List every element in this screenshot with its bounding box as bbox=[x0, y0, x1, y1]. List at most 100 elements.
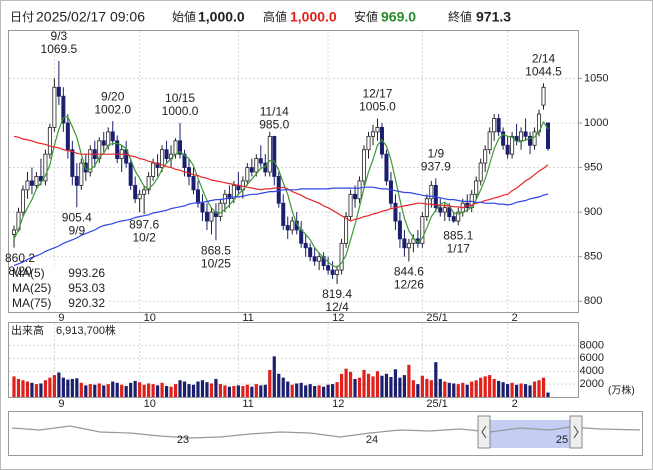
candle-body bbox=[451, 216, 456, 222]
volume-title-bg bbox=[10, 324, 132, 338]
volume-bar bbox=[506, 384, 510, 397]
candle-body bbox=[285, 225, 290, 231]
volume-bar bbox=[120, 384, 124, 397]
y-tick-label: 800 bbox=[584, 295, 602, 307]
volume-bar bbox=[456, 384, 460, 397]
volume-bar bbox=[384, 373, 389, 397]
annotation-value: 1044.5 bbox=[525, 64, 562, 78]
x-tick-label: 10 bbox=[144, 398, 156, 410]
volume-bar bbox=[326, 384, 330, 397]
candle-body bbox=[97, 140, 102, 160]
candle-body bbox=[541, 86, 546, 106]
candle-body bbox=[258, 158, 263, 164]
candle-body bbox=[438, 207, 443, 213]
legend-name: MA(25) bbox=[12, 281, 51, 295]
candle-body bbox=[406, 242, 411, 249]
volume-bar bbox=[434, 362, 438, 397]
candle-body bbox=[276, 176, 281, 204]
volume-bar bbox=[514, 384, 519, 397]
candle-body bbox=[424, 198, 429, 217]
navigator-selection[interactable] bbox=[490, 420, 570, 448]
x-tick-label: 12 bbox=[332, 312, 344, 324]
candle-body bbox=[442, 207, 447, 213]
navigator-handle[interactable] bbox=[569, 415, 583, 449]
candle-body bbox=[43, 153, 48, 182]
volume-bar bbox=[344, 368, 348, 397]
annotation-value: 885.1 bbox=[443, 229, 473, 243]
candle-body bbox=[110, 131, 115, 142]
candle-body bbox=[38, 176, 43, 182]
volume-bar bbox=[164, 386, 169, 397]
grid bbox=[9, 31, 578, 397]
handle-arrow bbox=[481, 425, 579, 439]
volume-bar bbox=[173, 384, 178, 397]
candle-body bbox=[160, 149, 165, 168]
x-tick-label: 2 bbox=[512, 312, 518, 324]
candle-body bbox=[146, 176, 151, 191]
candle-body bbox=[115, 140, 120, 160]
volume-bar bbox=[209, 383, 214, 397]
candle-body bbox=[388, 180, 393, 204]
volume-bar bbox=[537, 380, 541, 397]
header-value: 2025/02/17 09:06 bbox=[36, 9, 145, 25]
annotation-value: 897.6 bbox=[129, 217, 159, 231]
candle-body bbox=[56, 86, 61, 97]
volume-bar bbox=[474, 380, 478, 397]
candle-body bbox=[362, 149, 367, 182]
volume-bar bbox=[290, 384, 294, 397]
x-tick-label: 25/1 bbox=[426, 398, 447, 410]
candle-body bbox=[420, 216, 425, 244]
legend-bg bbox=[10, 267, 107, 281]
annotation-date: 12/4 bbox=[325, 300, 349, 314]
y-tick-label: 900 bbox=[584, 206, 602, 218]
volume-bar bbox=[479, 377, 483, 397]
price-panel bbox=[8, 30, 579, 313]
volume-bar bbox=[200, 380, 205, 397]
volume-tick-label: 6000 bbox=[580, 352, 604, 364]
candle-body bbox=[411, 238, 416, 244]
volume-bar bbox=[286, 381, 290, 397]
volume-bar bbox=[182, 381, 187, 397]
candle-body bbox=[249, 167, 254, 173]
candle-body bbox=[303, 242, 308, 249]
volume-bar bbox=[447, 382, 451, 397]
candle-body bbox=[532, 131, 537, 146]
volume-bar bbox=[322, 386, 326, 397]
annotation-value: 1002.0 bbox=[94, 102, 131, 116]
candle-body bbox=[375, 127, 380, 133]
candle-body bbox=[326, 265, 331, 271]
legend-bg bbox=[10, 297, 107, 311]
candle-body bbox=[227, 193, 232, 200]
x-tick-label: 10 bbox=[144, 312, 156, 324]
volume-bar bbox=[93, 384, 97, 397]
navigator-handle[interactable] bbox=[477, 415, 491, 449]
candle-body bbox=[65, 122, 70, 151]
candle-body bbox=[496, 118, 501, 133]
annotation-date: 1/9 bbox=[427, 147, 444, 161]
candle-body bbox=[191, 176, 196, 191]
volume-bar bbox=[339, 373, 344, 397]
legend-value: 953.03 bbox=[68, 281, 105, 295]
volume-bar bbox=[313, 386, 317, 397]
volume-bar bbox=[348, 371, 353, 397]
volume-bar bbox=[317, 385, 321, 397]
header-label: 高値 bbox=[263, 9, 287, 24]
volume-bar bbox=[70, 378, 74, 397]
volume-bar bbox=[223, 385, 227, 397]
x-tick-label: 9 bbox=[58, 398, 64, 410]
candle-body bbox=[335, 269, 340, 275]
y-tick-label: 950 bbox=[584, 161, 602, 173]
annotation-value: 1000.0 bbox=[162, 104, 199, 118]
volume-bar bbox=[25, 381, 30, 397]
volume-bar bbox=[227, 386, 231, 397]
candle-body bbox=[106, 131, 111, 146]
volume-bar bbox=[61, 377, 65, 397]
volume-bar bbox=[254, 384, 258, 397]
candle-body bbox=[182, 153, 187, 168]
candle-body bbox=[478, 162, 483, 182]
volume-bar bbox=[488, 375, 492, 397]
volume-bar bbox=[416, 384, 420, 397]
volume-tick-label: 8000 bbox=[580, 339, 604, 351]
volume-bar bbox=[245, 384, 249, 397]
